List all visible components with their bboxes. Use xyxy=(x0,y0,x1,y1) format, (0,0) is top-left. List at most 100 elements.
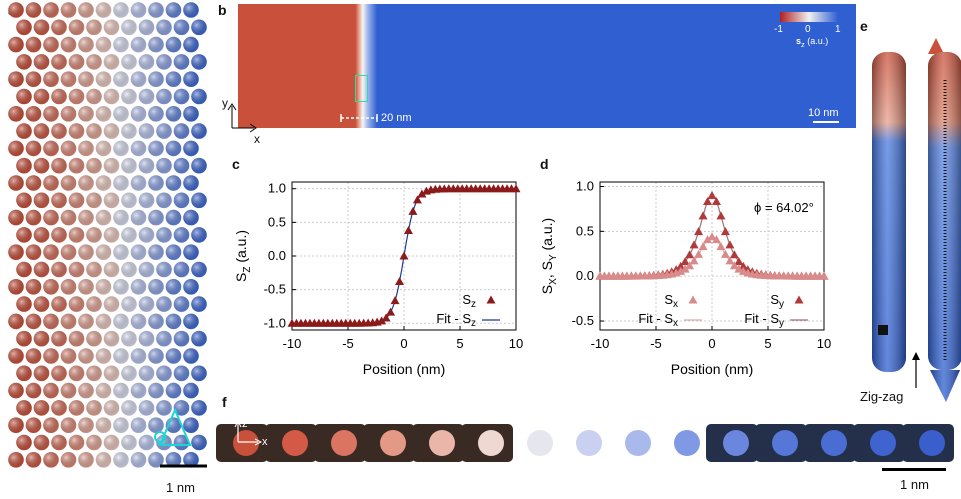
chain-atom xyxy=(674,430,700,456)
y-tick-label: -0.5 xyxy=(572,313,594,328)
scale-bar-a-label: 1 nm xyxy=(166,480,195,495)
data-point xyxy=(412,195,422,204)
data-point xyxy=(676,261,686,270)
data-point xyxy=(676,266,686,275)
data-point xyxy=(680,264,690,273)
axis-x-label-f: x xyxy=(262,436,268,448)
y-tick-label: 0.0 xyxy=(268,248,286,263)
y-tick-label: 0.5 xyxy=(268,214,286,229)
tube-left xyxy=(872,52,906,372)
unit-cell-triangle xyxy=(158,407,192,446)
data-point xyxy=(395,277,405,286)
data-point xyxy=(729,261,739,270)
data-point xyxy=(707,190,717,199)
x-tick-label: -5 xyxy=(342,336,354,351)
chart-c: -10 -5 0 5 10 -1.0 -0.5 0.0 0.5 1.0 Position (nm) S… xyxy=(233,181,523,377)
panel-label-b: b xyxy=(218,2,227,18)
legend-entry: Sy xyxy=(770,292,784,310)
x-tick-label: -10 xyxy=(591,336,610,351)
data-point xyxy=(694,227,704,236)
zigzag-label: Zig-zag xyxy=(860,389,904,404)
phi-annotation: ϕ = 64.02° xyxy=(754,200,814,215)
data-point xyxy=(794,295,804,304)
data-point xyxy=(680,257,690,266)
y-tick-label: 1.0 xyxy=(576,178,594,193)
axis-y-label-b: y xyxy=(222,96,228,110)
data-point xyxy=(720,249,730,258)
scale-bar-f xyxy=(882,468,946,471)
data-point xyxy=(408,206,418,215)
data-point xyxy=(716,242,726,251)
panel-label-d: d xyxy=(540,156,549,172)
lattice-atoms xyxy=(8,2,207,468)
data-point xyxy=(738,261,748,270)
chain-atom xyxy=(821,430,847,456)
legend-fit-sz: Fit - Sz xyxy=(436,311,476,329)
data-point xyxy=(694,249,704,258)
data-point xyxy=(819,271,829,280)
colorbar-max: 1 xyxy=(835,24,841,35)
data-point xyxy=(703,235,713,244)
domain-map xyxy=(238,4,856,128)
data-point xyxy=(725,256,735,265)
y-tick-label: -1.0 xyxy=(264,315,286,330)
y-tick-label: 0.5 xyxy=(576,223,594,238)
colorbar-min: -1 xyxy=(774,24,783,35)
chain-atom xyxy=(625,430,651,456)
chain-atom xyxy=(919,430,945,456)
atomic-lattice-figure xyxy=(8,2,207,468)
chain-atom xyxy=(429,430,455,456)
panel-label-e: e xyxy=(860,18,868,34)
x-tick-label: -5 xyxy=(650,336,662,351)
scale-bar-b-label: 10 nm xyxy=(808,107,839,119)
data-point xyxy=(711,235,721,244)
data-point xyxy=(734,264,744,273)
chain-atom xyxy=(233,430,259,456)
colorbar-label: sz (a.u.) xyxy=(796,36,829,49)
data-point xyxy=(417,189,427,198)
chain-atom xyxy=(772,430,798,456)
panel-label-c: c xyxy=(232,156,240,172)
x-tick-label: -10 xyxy=(283,336,302,351)
chain-atom xyxy=(282,430,308,456)
data-point xyxy=(689,256,699,265)
legend-entry: Sx xyxy=(664,292,678,310)
y-axis-label: SX, SY (a.u.) xyxy=(539,218,559,294)
data-point xyxy=(381,313,391,322)
scale-bar-b xyxy=(813,121,839,123)
data-point xyxy=(725,240,735,249)
chain-atom xyxy=(380,430,406,456)
offset-scale-label: 20 nm xyxy=(381,112,412,124)
data-point xyxy=(685,261,695,270)
scale-bar-f-label: 1 nm xyxy=(900,477,929,492)
spin-chain-figure xyxy=(216,424,954,462)
data-point xyxy=(486,295,496,304)
data-point xyxy=(711,197,721,206)
x-tick-label: 5 xyxy=(456,336,463,351)
x-tick-label: 10 xyxy=(817,336,831,351)
data-point xyxy=(685,250,695,259)
y-tick-label: -0.5 xyxy=(264,282,286,297)
y-tick-label: 1.0 xyxy=(268,181,286,196)
chain-atom xyxy=(576,430,602,456)
data-point xyxy=(707,232,717,241)
data-point xyxy=(734,257,744,266)
x-axis-label: Position (nm) xyxy=(363,361,445,377)
axis-x-label-b: x xyxy=(254,132,260,146)
x-tick-label: 0 xyxy=(708,336,715,351)
chain-atom xyxy=(331,430,357,456)
selection-box xyxy=(355,75,368,102)
data-point xyxy=(377,316,387,325)
x-tick-label: 5 xyxy=(764,336,771,351)
data-point xyxy=(716,211,726,220)
y-axis-label: SZ (a.u.) xyxy=(233,230,253,282)
chain-atom xyxy=(478,430,504,456)
tube-figure xyxy=(872,38,961,402)
data-point xyxy=(720,227,730,236)
data-point xyxy=(403,225,413,234)
data-point xyxy=(399,251,409,260)
tube-right xyxy=(928,38,961,402)
x-axis-label: Position (nm) xyxy=(671,361,753,377)
chain-atom xyxy=(723,430,749,456)
chain-atom xyxy=(527,430,553,456)
